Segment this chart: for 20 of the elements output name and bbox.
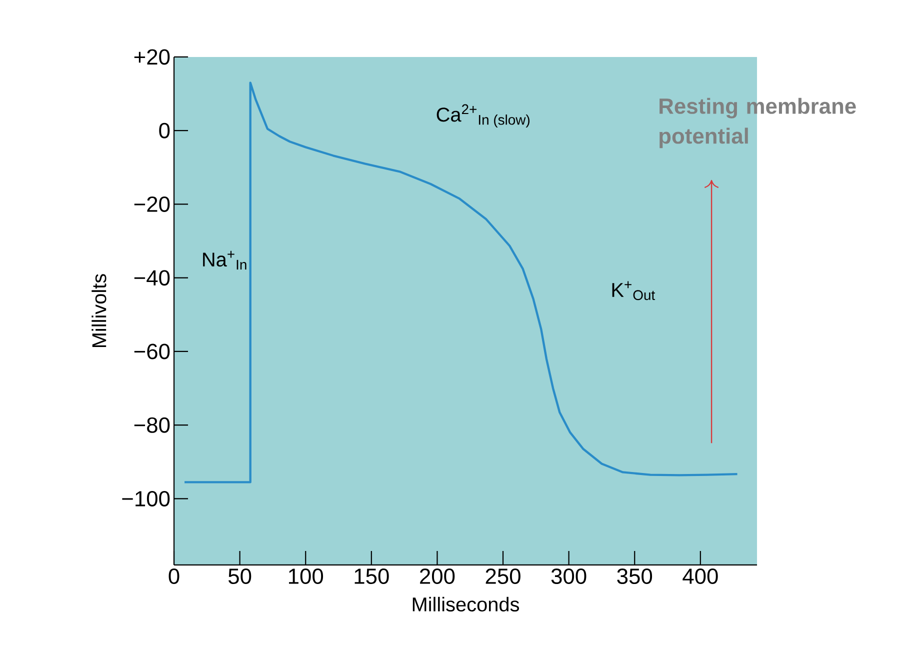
x-tick-label: 150 (354, 568, 389, 584)
x-tick-label: 250 (486, 568, 520, 584)
y-tick-label: +20 (134, 49, 170, 65)
annotation: K$^{+}$Out (612, 281, 656, 300)
x-axis-title: Milliseconds (412, 596, 520, 612)
y-tick-label: −80 (134, 417, 170, 433)
x-tick-label: 50 (228, 568, 252, 584)
x-tick-label: 300 (551, 568, 586, 584)
x-tick-label: 200 (420, 568, 455, 584)
y-tick-label: −60 (134, 344, 170, 360)
y-axis-title: Millivolts (92, 274, 106, 347)
y-tick-label: −100 (122, 490, 170, 506)
y-tick-label: −20 (134, 196, 170, 212)
annotation: Ca$^{2+}$In (slow) (436, 104, 530, 128)
x-tick-label: 400 (682, 568, 718, 584)
x-tick-label: 350 (617, 568, 652, 584)
x-tick-label: 100 (289, 568, 324, 584)
y-tick-label: −40 (134, 270, 170, 286)
annotation: Na$^{+}$In (203, 250, 246, 270)
y-tick-label: 0 (159, 122, 170, 138)
